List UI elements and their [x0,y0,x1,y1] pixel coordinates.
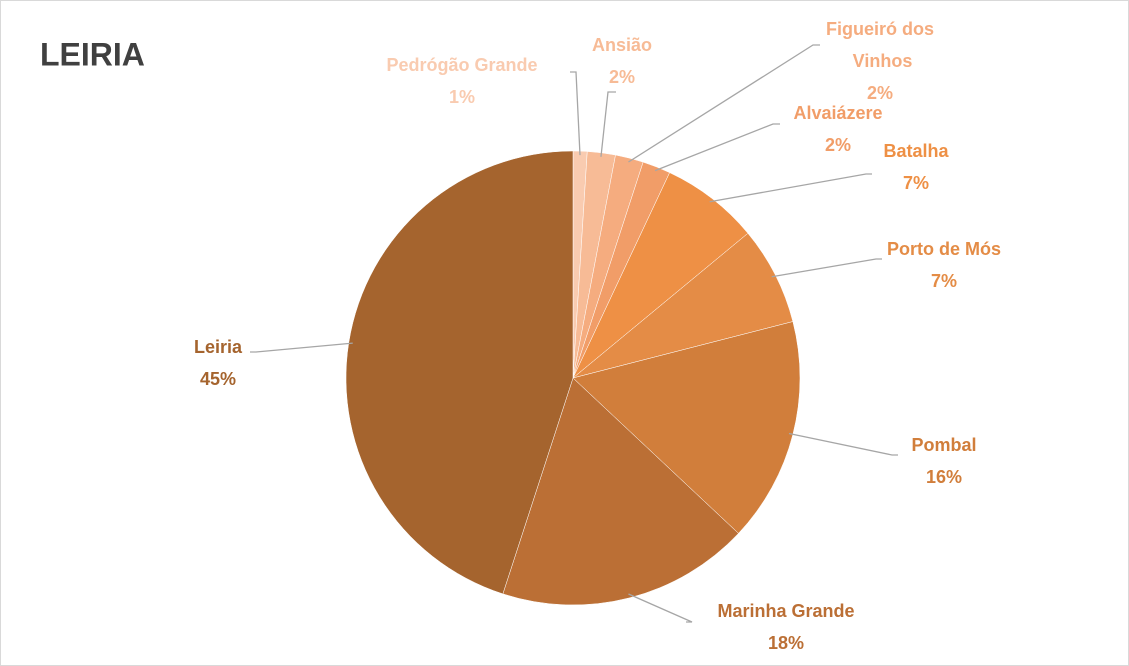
leader-line [709,173,872,203]
leader-line [250,342,353,353]
slice-value-label: 16% [926,467,962,487]
leader-line [788,432,898,456]
slice-value-label: 45% [200,369,236,389]
leader-line [771,258,882,278]
slice-value-label: 2% [867,83,893,103]
leader-line [628,593,693,623]
slice-value-label: 7% [931,271,957,291]
leader-line [628,44,820,163]
slice-value-label: 18% [768,633,804,653]
slice-label: Figueiró dos Vinhos [826,19,934,71]
slice-value-label: 2% [825,135,851,155]
slice-label: Pombal [911,435,976,455]
slice-value-label: 2% [609,67,635,87]
leader-line [570,71,581,156]
slice-label: Leiria [194,337,243,357]
pie-slice [502,377,739,606]
slice-label: Alvaiázere [793,103,882,123]
slice-label: Porto de Mós [887,239,1001,259]
slice-label: Marinha Grande [717,601,854,621]
pie-slice [345,150,574,595]
leader-line [600,91,616,157]
slice-label: Ansião [592,35,652,55]
leader-line [654,123,780,172]
chart-title: LEIRIA [40,36,145,72]
slice-label: Batalha [883,141,949,161]
slice-label: Pedrógão Grande [386,55,537,75]
slice-value-label: 1% [449,87,475,107]
slice-value-label: 7% [903,173,929,193]
